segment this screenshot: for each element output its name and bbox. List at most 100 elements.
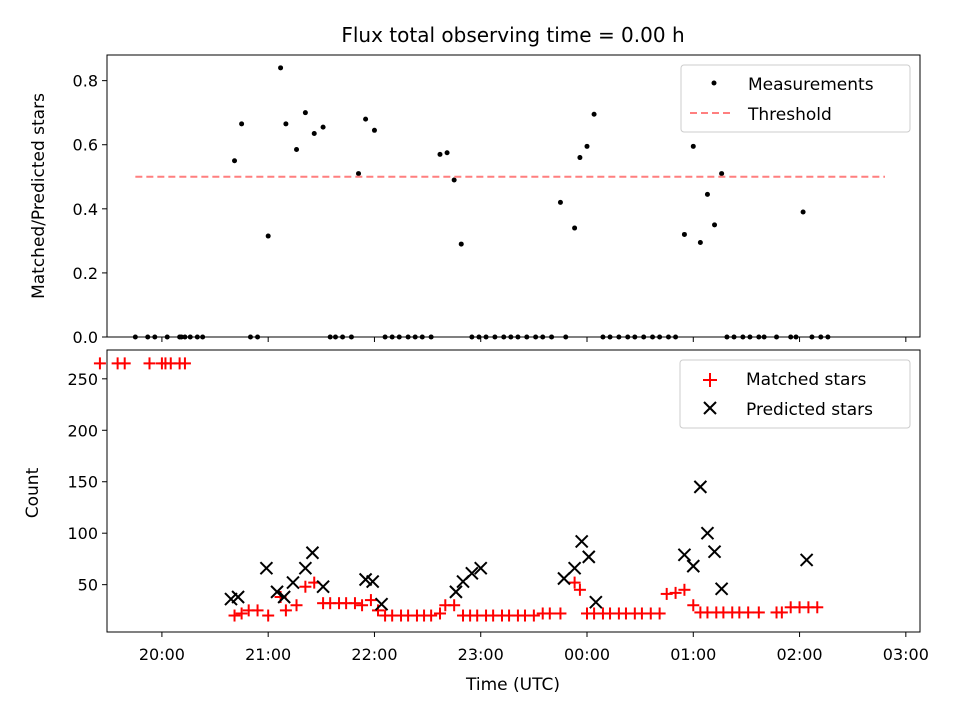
matched-stars-point xyxy=(228,609,241,622)
measurement-point xyxy=(704,191,710,197)
matched-stars-point xyxy=(573,583,586,596)
measurement-point xyxy=(607,334,613,340)
legend-matched-marker xyxy=(703,373,717,387)
measurement-point xyxy=(332,334,338,340)
matched-stars-point xyxy=(543,607,556,620)
matched-ratio-series xyxy=(132,65,885,340)
star-count-xlabel: Time (UTC) xyxy=(465,675,560,695)
predicted-stars-point xyxy=(286,575,300,590)
measurement-point xyxy=(650,334,656,340)
predicted-stars-point xyxy=(707,545,722,559)
star-count-legend: Matched stars Predicted stars xyxy=(679,359,911,429)
measurement-point xyxy=(697,239,703,245)
measurement-point xyxy=(405,334,411,340)
measurement-point xyxy=(428,334,434,340)
measurement-point xyxy=(632,334,638,340)
matched-ratio-legend: Measurements Threshold xyxy=(680,64,911,133)
measurement-point xyxy=(724,334,730,340)
matched-stars-point xyxy=(687,599,700,612)
matched-ratio-x-ticks xyxy=(161,337,907,342)
measurement-point xyxy=(761,334,767,340)
x-tick-label: 21:00 xyxy=(245,645,291,664)
matched-stars-point xyxy=(568,576,581,589)
measurement-point xyxy=(444,150,450,156)
matched-stars-point xyxy=(660,587,673,600)
measurement-point xyxy=(572,225,578,231)
measurement-point xyxy=(382,334,388,340)
star-count-y-ticks: 50 100 150 200 250 xyxy=(67,370,107,595)
measurement-point xyxy=(616,334,622,340)
predicted-stars-point xyxy=(316,580,330,594)
y-tick-label: 200 xyxy=(67,421,98,440)
measurement-point xyxy=(283,121,289,127)
measurement-point xyxy=(788,334,794,340)
predicted-stars-point xyxy=(305,546,320,560)
measurement-point xyxy=(255,334,261,340)
y-tick-label: 0.4 xyxy=(73,200,98,219)
measurement-point xyxy=(577,155,583,161)
matched-stars-point xyxy=(93,357,106,370)
matched-stars-point xyxy=(178,357,191,370)
y-tick-label: 0.0 xyxy=(73,328,98,347)
y-tick-label: 50 xyxy=(78,576,98,595)
matched-stars-point xyxy=(356,599,369,612)
measurement-point xyxy=(483,334,489,340)
measurement-point xyxy=(665,334,671,340)
measurement-point xyxy=(600,334,606,340)
matched-stars-point xyxy=(752,606,765,619)
measurement-point xyxy=(809,334,815,340)
measurement-point xyxy=(178,334,184,340)
x-tick-label: 03:00 xyxy=(883,645,929,664)
legend-matched-label: Matched stars xyxy=(746,370,866,390)
measurement-point xyxy=(132,334,138,340)
measurement-point xyxy=(625,334,631,340)
predicted-stars-point xyxy=(693,480,708,494)
measurement-point xyxy=(164,334,170,340)
predicted-stars-point xyxy=(686,559,700,573)
predicted-stars-point xyxy=(474,561,488,575)
predicted-stars-point xyxy=(700,526,715,540)
x-tick-label: 01:00 xyxy=(670,645,716,664)
star-count-x-ticks: 20:00 21:00 22:00 23:00 00:00 01:00 02:00 03:00 xyxy=(139,632,929,664)
measurement-point xyxy=(690,143,696,149)
measurement-point xyxy=(145,334,151,340)
matched-stars-point xyxy=(742,606,755,619)
measurement-point xyxy=(371,127,377,133)
predicted-stars-point xyxy=(298,561,313,575)
x-tick-label: 20:00 xyxy=(139,645,185,664)
legend-threshold-label: Threshold xyxy=(747,105,832,125)
measurement-point xyxy=(232,158,238,164)
matched-stars-point xyxy=(364,594,377,607)
matched-stars-point xyxy=(554,607,567,620)
measurement-point xyxy=(681,231,687,237)
legend-predicted-label: Predicted stars xyxy=(746,400,873,420)
legend-measurements-label: Measurements xyxy=(748,75,874,95)
matched-ratio-axes-frame xyxy=(106,54,921,338)
y-tick-label: 150 xyxy=(67,473,98,492)
measurement-point xyxy=(363,116,369,122)
matched-stars-point xyxy=(433,607,446,620)
predicted-stars-point xyxy=(714,582,729,596)
measurement-point xyxy=(152,334,158,340)
measurement-point xyxy=(563,334,569,340)
star-count-axes-frame xyxy=(106,349,921,633)
star-count-panel: Count Time (UTC) 50 100 150 200 250 20:00 21:… xyxy=(23,349,929,695)
measurement-point xyxy=(469,334,475,340)
measurement-point xyxy=(437,151,443,157)
matched-stars-point xyxy=(251,604,264,617)
measurement-point xyxy=(641,334,647,340)
predicted-stars-point xyxy=(449,585,463,599)
measurement-point xyxy=(492,334,498,340)
measurement-point xyxy=(320,124,326,130)
matched-stars-point xyxy=(678,583,691,596)
matched-stars-point xyxy=(279,604,292,617)
measurement-point xyxy=(774,334,780,340)
legend-box xyxy=(680,64,911,133)
measurement-point xyxy=(278,65,284,71)
legend-box xyxy=(679,359,911,429)
measurement-point xyxy=(476,334,482,340)
measurement-point xyxy=(356,171,362,177)
measurement-point xyxy=(389,334,395,340)
measurement-point xyxy=(348,334,354,340)
measurement-point xyxy=(657,334,663,340)
